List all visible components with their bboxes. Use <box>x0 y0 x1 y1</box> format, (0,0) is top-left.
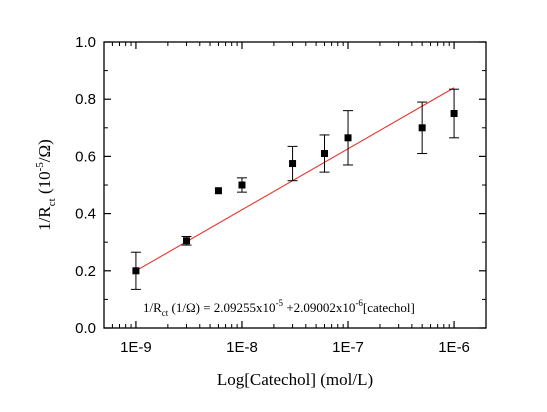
y-axis-title: 1/Rct (10-5/Ω) <box>34 139 58 231</box>
y-axis: 0.0 0.2 0.4 0.6 0.8 1.0 <box>75 34 486 337</box>
y-tick-label: 0.6 <box>75 148 96 165</box>
x-axis: 1E-9 1E-8 1E-7 1E-6 <box>103 42 487 356</box>
y-tick-label: 0.2 <box>75 263 96 280</box>
y-tick-label: 1.0 <box>75 34 96 51</box>
x-tick-label: 1E-8 <box>226 339 258 356</box>
x-tick-label: 1E-7 <box>332 339 364 356</box>
data-point <box>238 181 246 189</box>
data-point <box>214 187 222 195</box>
data-point <box>289 160 297 168</box>
data-point <box>344 134 352 142</box>
y-tick-label: 0.4 <box>75 206 96 223</box>
data-point <box>183 237 191 245</box>
data-point <box>320 150 328 158</box>
x-tick-label: 1E-9 <box>120 339 152 356</box>
x-axis-title: Log[Catechol] (mol/L) <box>217 370 373 389</box>
data-point <box>418 124 426 132</box>
plot-frame <box>103 41 487 329</box>
data-point <box>132 267 140 275</box>
y-tick-label: 0.8 <box>75 91 96 108</box>
y-tick-label: 0.0 <box>75 320 96 337</box>
data-series <box>130 88 460 290</box>
fit-equation: 1/Rct (1/Ω) = 2.09255x10-5 +2.09002x10-6… <box>143 298 415 318</box>
data-point <box>450 110 458 117</box>
x-tick-label: 1E-6 <box>438 339 470 356</box>
